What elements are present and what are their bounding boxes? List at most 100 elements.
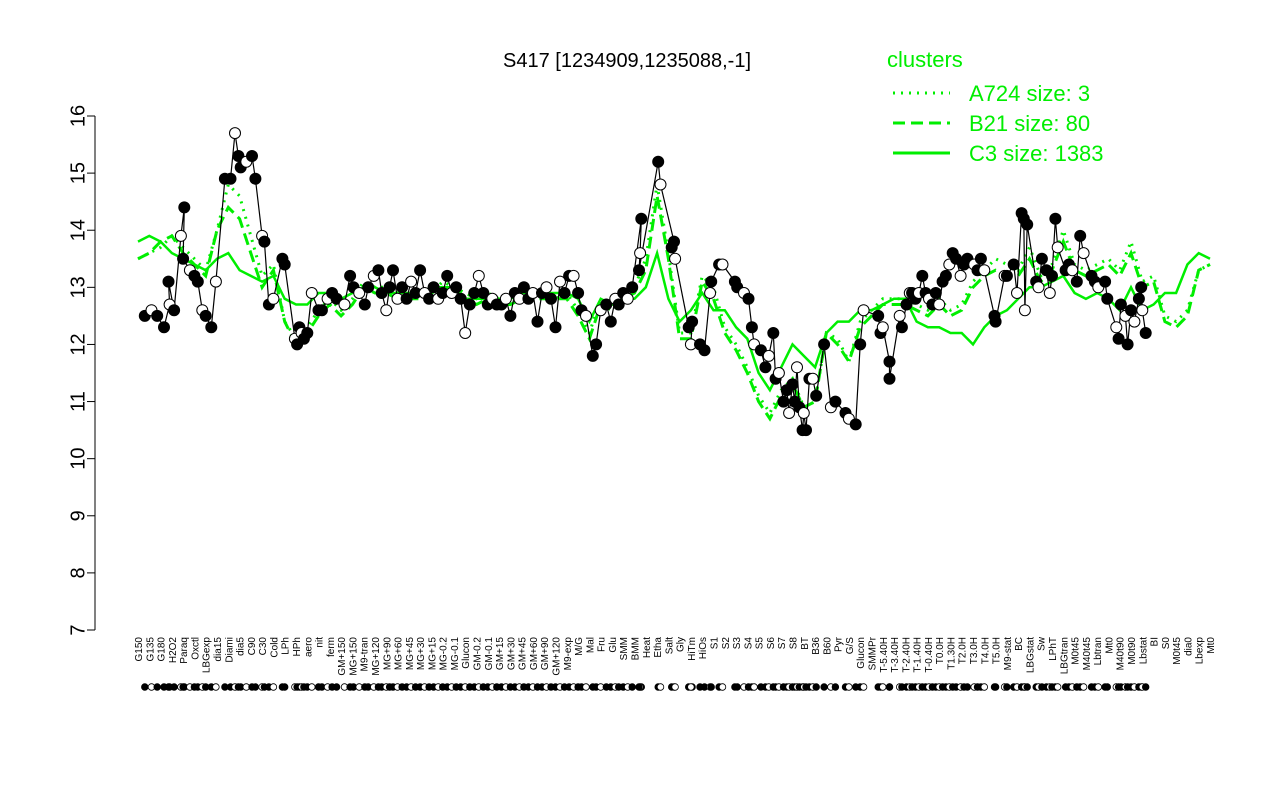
data-point bbox=[777, 395, 790, 408]
x-tick-label: M40t90 bbox=[1116, 637, 1127, 671]
data-point bbox=[459, 327, 472, 339]
rug-point bbox=[750, 683, 758, 691]
data-point bbox=[883, 372, 896, 385]
y-tick-label: 13 bbox=[67, 276, 89, 298]
data-point bbox=[178, 201, 191, 214]
data-point bbox=[704, 287, 717, 299]
data-point bbox=[893, 309, 906, 322]
data-point bbox=[1011, 287, 1023, 299]
data-point bbox=[168, 304, 181, 317]
data-point bbox=[1114, 298, 1127, 311]
rug-point bbox=[1094, 683, 1102, 691]
data-point bbox=[249, 172, 262, 185]
data-point bbox=[1136, 304, 1149, 317]
x-tick-label: MG-0.1 bbox=[450, 637, 461, 671]
data-point bbox=[1007, 258, 1020, 271]
data-point bbox=[698, 344, 711, 357]
x-rug bbox=[141, 683, 1150, 691]
legend-title: clusters bbox=[887, 47, 963, 72]
legend-label: A724 size: 3 bbox=[969, 81, 1090, 106]
data-point bbox=[883, 355, 896, 368]
x-tick-label: M/G bbox=[574, 637, 585, 656]
x-tick-label: LBGtran bbox=[1059, 637, 1070, 674]
y-tick-label: 8 bbox=[67, 567, 89, 578]
x-tick-label: BI bbox=[1150, 637, 1161, 646]
y-tick-label: 11 bbox=[67, 391, 89, 412]
data-point bbox=[305, 287, 318, 299]
data-points bbox=[138, 127, 1152, 437]
data-point bbox=[800, 424, 812, 437]
x-tick-label: T2.0H bbox=[958, 637, 969, 664]
data-point bbox=[387, 264, 399, 277]
data-point bbox=[567, 269, 580, 282]
y-tick-label: 12 bbox=[67, 333, 89, 355]
x-tick-label: Etha bbox=[653, 637, 664, 658]
data-point bbox=[572, 287, 585, 299]
x-tick-label: T0.0H bbox=[935, 637, 946, 664]
rug-point bbox=[879, 683, 887, 691]
data-point bbox=[1043, 287, 1056, 299]
x-tick-label: MG+60 bbox=[394, 637, 405, 671]
x-tick-label: T-2.40H bbox=[901, 637, 912, 673]
rug-point bbox=[582, 683, 590, 691]
data-point bbox=[1032, 281, 1045, 294]
data-point bbox=[1128, 315, 1141, 328]
x-tick-label: Lbstat bbox=[1138, 637, 1149, 664]
data-point bbox=[380, 304, 393, 317]
x-tick-label: MG+30 bbox=[416, 637, 427, 671]
data-point bbox=[916, 269, 929, 282]
x-tick-label: MG+15 bbox=[427, 637, 438, 671]
rug-point bbox=[831, 683, 840, 691]
x-tick-label: S7 bbox=[777, 637, 788, 650]
x-tick-label: M9-exp bbox=[563, 637, 574, 671]
data-point bbox=[1077, 247, 1090, 260]
data-point bbox=[301, 327, 314, 339]
data-point bbox=[258, 235, 271, 248]
data-point bbox=[246, 150, 258, 162]
data-point bbox=[224, 172, 237, 185]
data-point bbox=[716, 258, 729, 271]
x-tick-label: M0t45 bbox=[1071, 637, 1082, 665]
x-tick-label: S8 bbox=[788, 637, 799, 650]
data-point bbox=[759, 361, 772, 374]
data-point bbox=[174, 229, 187, 242]
data-point bbox=[549, 321, 562, 334]
data-point bbox=[767, 327, 780, 339]
x-tick-label: T3.0H bbox=[969, 637, 980, 664]
data-point bbox=[1101, 292, 1114, 305]
data-point bbox=[229, 127, 241, 140]
data-point bbox=[1110, 321, 1123, 334]
data-point bbox=[1074, 229, 1087, 242]
rug-point bbox=[980, 683, 988, 691]
x-tick-label: MG+90 bbox=[382, 637, 393, 671]
x-tick-label: G180 bbox=[157, 637, 168, 662]
x-tick-label: T-5.40H bbox=[879, 637, 890, 673]
x-tick-label: Glucon bbox=[856, 637, 867, 669]
rug-point bbox=[628, 683, 636, 691]
x-tick-label: GM+30 bbox=[506, 637, 517, 671]
x-tick-label: GM+120 bbox=[552, 637, 563, 676]
x-tick-label: Sw bbox=[1037, 636, 1048, 651]
x-tick-label: C90 bbox=[247, 637, 258, 656]
x-tick-label: Glucon bbox=[461, 637, 472, 669]
rug-point bbox=[1103, 683, 1111, 691]
y-tick-label: 9 bbox=[67, 510, 89, 521]
data-point bbox=[1135, 281, 1148, 294]
data-point bbox=[477, 287, 490, 299]
data-point bbox=[626, 281, 639, 294]
chart-title: S417 [1234909,1235088,-1] bbox=[503, 50, 751, 72]
data-point bbox=[158, 321, 170, 334]
data-point bbox=[199, 309, 212, 322]
data-point bbox=[669, 252, 682, 265]
x-tick-label: Pyr bbox=[834, 636, 845, 652]
x-tick-label: GM-0.2 bbox=[473, 637, 484, 671]
x-tick-label: Salt bbox=[664, 637, 675, 654]
data-point bbox=[849, 418, 862, 431]
data-point bbox=[829, 395, 842, 408]
x-tick-label: C30 bbox=[258, 637, 269, 656]
rug-point bbox=[991, 683, 1000, 691]
y-tick-label: 10 bbox=[67, 448, 89, 470]
x-tick-label: M40t45 bbox=[1082, 637, 1093, 671]
data-point bbox=[633, 264, 645, 277]
